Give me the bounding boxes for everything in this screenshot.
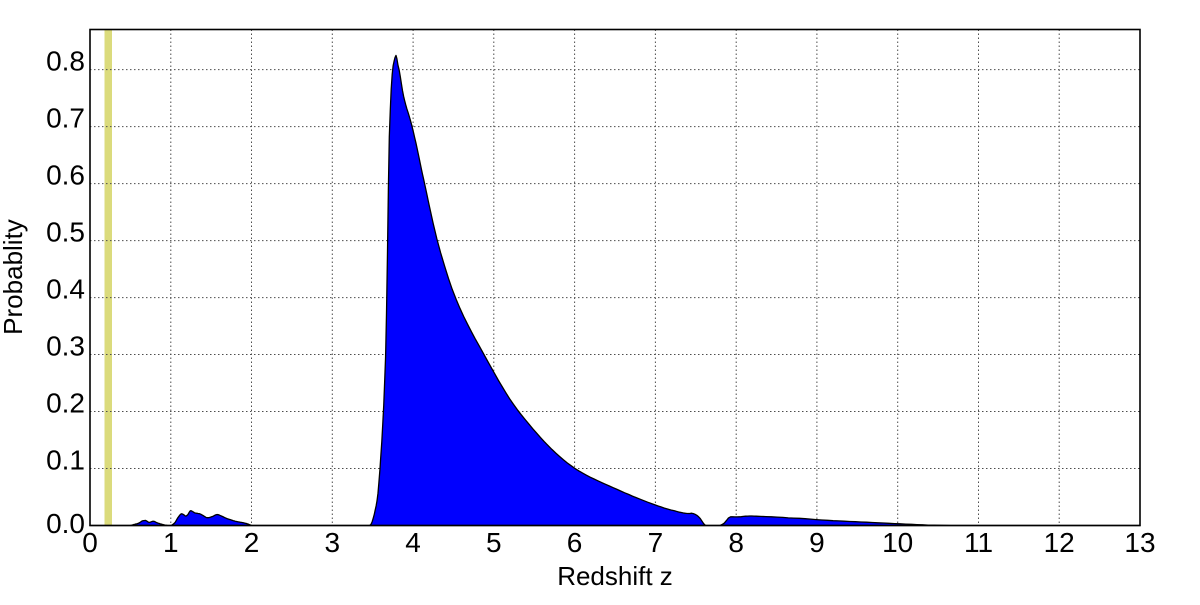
svg-text:0.4: 0.4 bbox=[46, 274, 85, 305]
svg-text:0.3: 0.3 bbox=[46, 331, 85, 362]
svg-text:6: 6 bbox=[567, 527, 583, 558]
svg-text:7: 7 bbox=[648, 527, 664, 558]
svg-text:0.8: 0.8 bbox=[46, 46, 85, 77]
svg-text:0.0: 0.0 bbox=[46, 508, 85, 539]
svg-text:3: 3 bbox=[325, 527, 341, 558]
svg-text:Probablity: Probablity bbox=[0, 219, 28, 335]
svg-text:8: 8 bbox=[728, 527, 744, 558]
svg-text:1: 1 bbox=[163, 527, 179, 558]
svg-text:Redshift z: Redshift z bbox=[557, 561, 673, 591]
svg-text:9: 9 bbox=[809, 527, 825, 558]
svg-text:13: 13 bbox=[1124, 527, 1155, 558]
svg-text:0.2: 0.2 bbox=[46, 388, 85, 419]
svg-text:2: 2 bbox=[244, 527, 260, 558]
svg-text:12: 12 bbox=[1044, 527, 1075, 558]
svg-text:4: 4 bbox=[405, 527, 421, 558]
svg-text:11: 11 bbox=[964, 527, 993, 558]
svg-text:0.6: 0.6 bbox=[46, 160, 85, 191]
svg-text:0.1: 0.1 bbox=[46, 445, 85, 476]
svg-text:0.7: 0.7 bbox=[46, 103, 85, 134]
svg-text:10: 10 bbox=[882, 527, 913, 558]
svg-text:5: 5 bbox=[486, 527, 502, 558]
svg-text:0.5: 0.5 bbox=[46, 217, 85, 248]
